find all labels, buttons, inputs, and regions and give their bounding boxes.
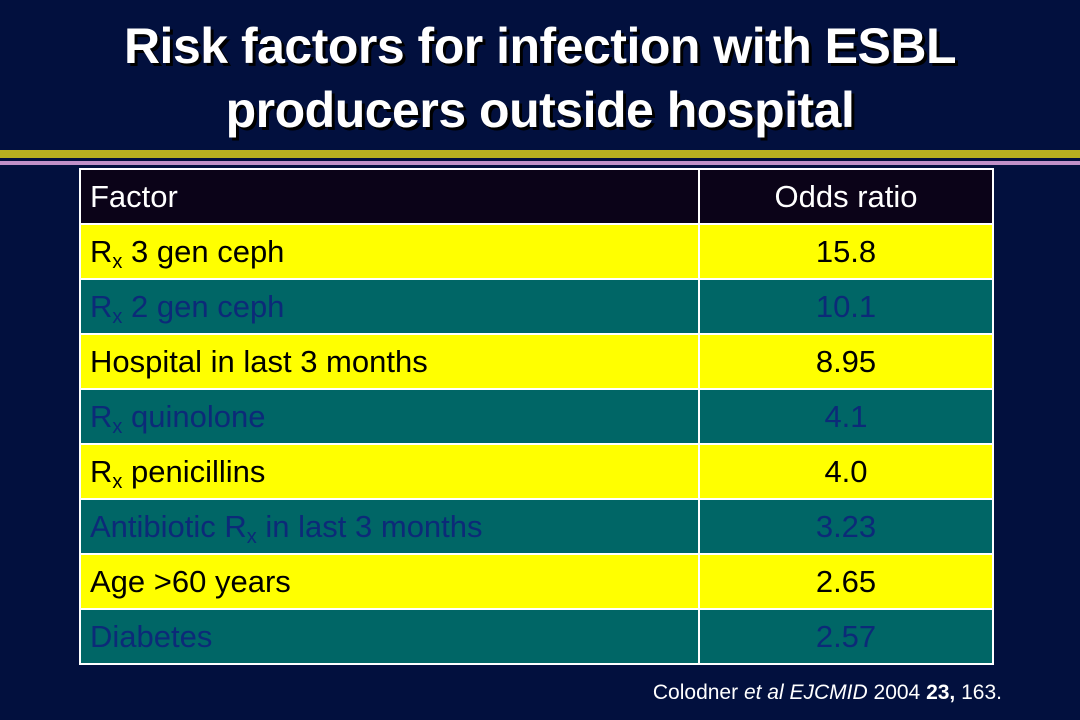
odds-ratio-cell: 3.23 [698,498,994,555]
factor-cell: Rx 2 gen ceph [79,278,700,335]
table-row: Rx 3 gen ceph 15.8 [79,223,994,280]
column-header-factor: Factor [79,168,700,225]
table-row: Rx 2 gen ceph 10.1 [79,278,994,335]
table-row: Antibiotic Rx in last 3 months 3.23 [79,498,994,555]
table-row: Rx quinolone 4.1 [79,388,994,445]
citation-etal: et al [743,681,784,704]
rx-subscript: x [112,471,123,493]
factor-cell: Hospital in last 3 months [79,333,700,390]
citation-volume: 23, [926,681,956,704]
odds-ratio-cell: 15.8 [698,223,994,280]
citation-year: 2004 [873,681,921,704]
title-divider-olive [0,150,1080,158]
table-row: Age >60 years 2.65 [79,553,994,610]
rx-subscript: x [246,526,257,548]
table-header-row: Factor Odds ratio [79,168,994,225]
title-divider-purple [0,161,1080,165]
citation-authors: Colodner [652,681,739,704]
odds-ratio-cell: 2.65 [698,553,994,610]
slide-title: Risk factors for infection with ESBL pro… [0,14,1080,142]
column-header-odds-ratio: Odds ratio [698,168,994,225]
odds-ratio-cell: 2.57 [698,608,994,665]
factor-label: quinolone [131,399,266,434]
citation: Colodner et al EJCMID 2004 23, 163. [653,681,1002,705]
table-row: Diabetes 2.57 [79,608,994,665]
factor-label: in last 3 months [265,509,483,544]
factor-label: 3 gen ceph [131,234,285,269]
title-line-1: Risk factors for infection with ESBL [123,18,957,74]
odds-ratio-cell: 10.1 [698,278,994,335]
risk-factor-table: Factor Odds ratio Rx 3 gen ceph 15.8 Rx … [79,168,994,665]
factor-cell: Rx 3 gen ceph [79,223,700,280]
odds-ratio-cell: 8.95 [698,333,994,390]
factor-label: penicillins [131,454,266,489]
rx-subscript: x [112,251,123,273]
rx-subscript: x [112,306,123,328]
factor-label: 2 gen ceph [131,289,285,324]
rx-prefix: R [90,399,113,434]
citation-journal: EJCMID [789,681,868,704]
rx-prefix: R [90,289,113,324]
factor-cell: Rx quinolone [79,388,700,445]
odds-ratio-cell: 4.0 [698,443,994,500]
rx-prefix: R [90,234,113,269]
rx-subscript: x [112,416,123,438]
title-line-2: producers outside hospital [225,82,855,138]
factor-cell: Antibiotic Rx in last 3 months [79,498,700,555]
factor-cell: Diabetes [79,608,700,665]
factor-cell: Age >60 years [79,553,700,610]
factor-cell: Rx penicillins [79,443,700,500]
table-row: Hospital in last 3 months 8.95 [79,333,994,390]
rx-prefix: Antibiotic R [90,509,247,544]
rx-prefix: R [90,454,113,489]
citation-pages: 163. [961,681,1002,704]
odds-ratio-cell: 4.1 [698,388,994,445]
table-row: Rx penicillins 4.0 [79,443,994,500]
